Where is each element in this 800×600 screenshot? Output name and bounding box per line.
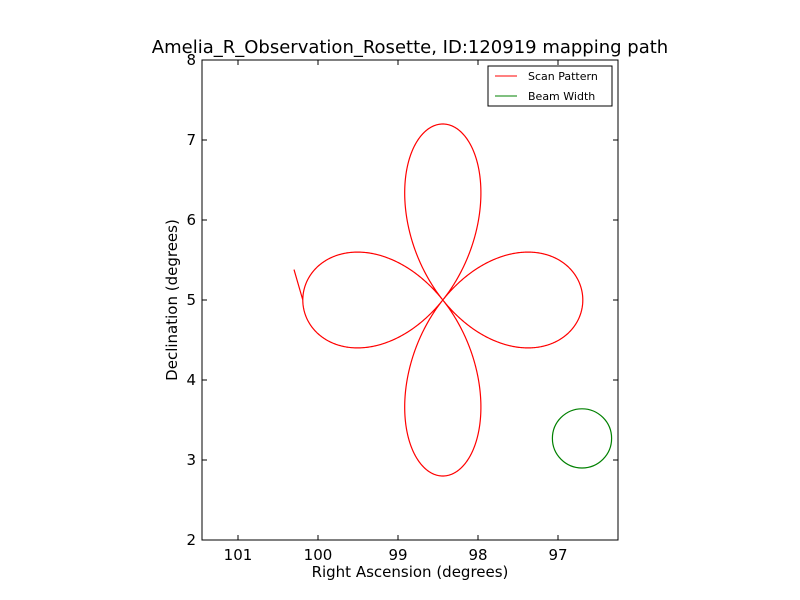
- series-layer: [293, 123, 613, 477]
- y-tick-label: 3: [186, 451, 196, 469]
- x-tick-label: 98: [468, 546, 487, 564]
- x-tick-label: 100: [304, 546, 333, 564]
- plot-area: 101 100 99 98 97 2 3 4 5 6 7 8: [186, 51, 619, 564]
- legend-frame: [487, 65, 613, 107]
- x-tick-label: 97: [548, 546, 567, 564]
- legend-label-scan-pattern: Scan Pattern: [528, 70, 598, 83]
- chart-title: Amelia_R_Observation_Rosette, ID:120919 …: [152, 37, 668, 58]
- y-tick-label: 5: [186, 291, 196, 309]
- scan-pattern-line: [293, 123, 584, 477]
- x-tick-label: 101: [224, 546, 253, 564]
- x-axis-label: Right Ascension (degrees): [312, 563, 509, 581]
- axes-background: [202, 60, 618, 540]
- y-axis-label: Declination (degrees): [163, 219, 181, 381]
- y-tick-label: 7: [186, 131, 196, 149]
- ticks-layer: 101 100 99 98 97 2 3 4 5 6 7 8: [186, 51, 618, 564]
- y-tick-label: 4: [186, 371, 196, 389]
- y-tick-label: 2: [186, 531, 196, 549]
- legend-label-beam-width: Beam Width: [528, 90, 595, 103]
- beam-width-circle: [551, 408, 613, 469]
- y-tick-label: 6: [186, 211, 196, 229]
- x-tick-label: 99: [388, 546, 407, 564]
- y-tick-label: 8: [186, 51, 196, 69]
- legend: Scan Pattern Beam Width: [487, 65, 613, 107]
